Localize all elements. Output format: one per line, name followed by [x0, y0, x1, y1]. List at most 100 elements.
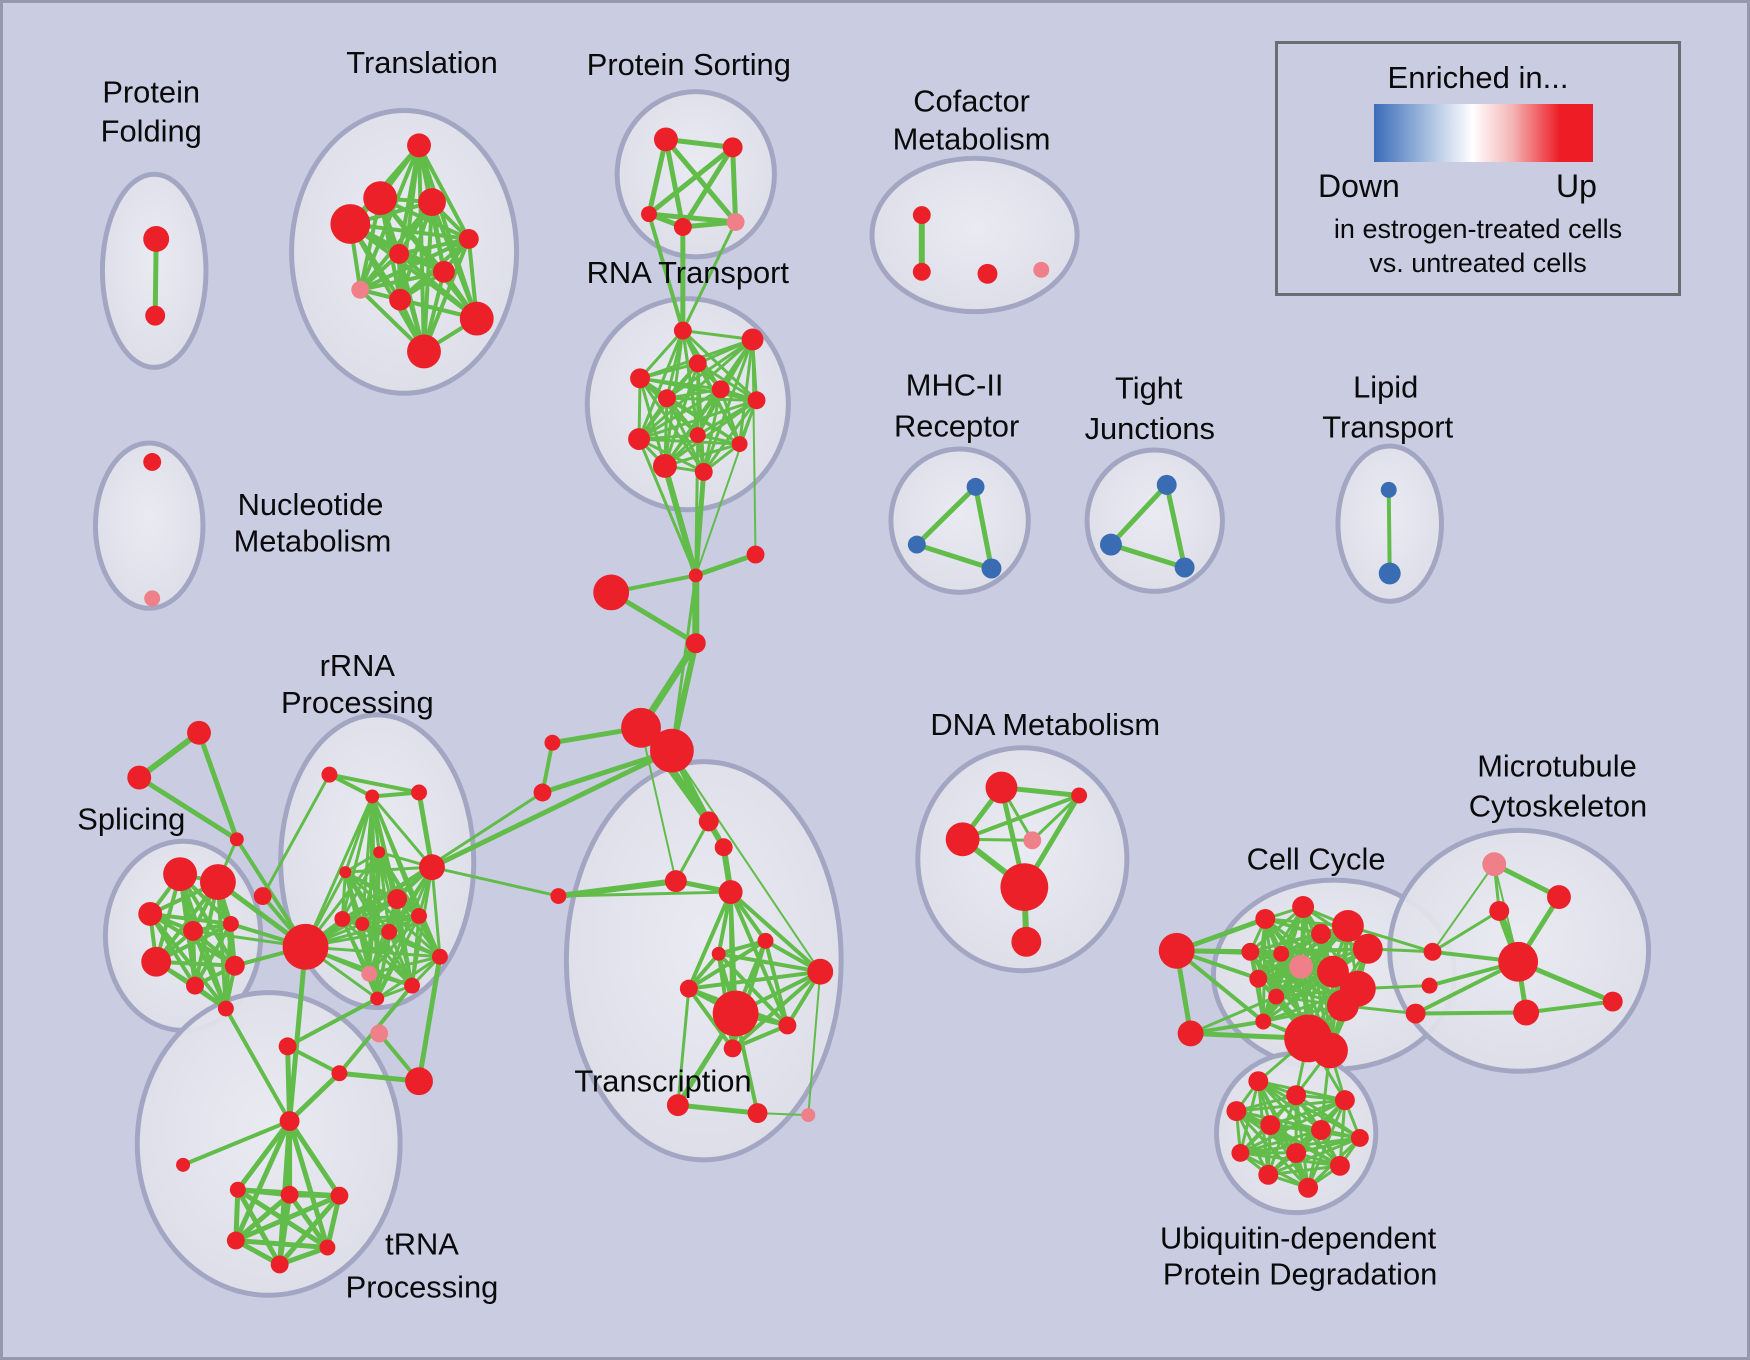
- node-c2[interactable]: [912, 262, 931, 281]
- node-u2[interactable]: [331, 1065, 348, 1082]
- node-ub4[interactable]: [1226, 1101, 1247, 1122]
- node-s5[interactable]: [726, 213, 745, 231]
- node-r9[interactable]: [689, 427, 706, 444]
- node-r5[interactable]: [711, 380, 730, 399]
- node-x11[interactable]: [723, 1039, 742, 1058]
- node-g10[interactable]: [381, 923, 398, 940]
- node-q2[interactable]: [127, 765, 152, 790]
- node-p1[interactable]: [163, 857, 198, 892]
- node-n2[interactable]: [144, 590, 161, 607]
- node-e7[interactable]: [1352, 933, 1383, 964]
- node-d3[interactable]: [945, 822, 980, 857]
- node-t8[interactable]: [351, 280, 370, 299]
- node-t2[interactable]: [363, 181, 398, 216]
- node-p3[interactable]: [138, 902, 163, 926]
- node-m1[interactable]: [966, 477, 985, 496]
- node-x4[interactable]: [718, 880, 743, 905]
- node-q1[interactable]: [187, 720, 211, 745]
- node-t3[interactable]: [418, 188, 446, 217]
- node-e13[interactable]: [1268, 988, 1285, 1005]
- node-ub8[interactable]: [1231, 1143, 1250, 1162]
- node-h1[interactable]: [229, 1181, 246, 1198]
- node-r4[interactable]: [630, 368, 650, 389]
- node-g6[interactable]: [419, 854, 445, 881]
- node-u3[interactable]: [370, 1024, 389, 1043]
- node-e17[interactable]: [1312, 1032, 1348, 1069]
- node-t11[interactable]: [407, 334, 441, 369]
- node-x12[interactable]: [666, 1094, 689, 1117]
- node-ub9[interactable]: [1286, 1142, 1307, 1163]
- node-j1[interactable]: [1156, 474, 1177, 495]
- node-p2[interactable]: [199, 864, 236, 901]
- node-x2[interactable]: [714, 838, 733, 857]
- node-r11[interactable]: [652, 454, 677, 478]
- node-r8[interactable]: [628, 428, 650, 451]
- node-p6[interactable]: [141, 946, 172, 977]
- node-g9[interactable]: [355, 916, 370, 931]
- node-j3[interactable]: [1174, 557, 1195, 578]
- node-g5[interactable]: [339, 866, 352, 879]
- node-x9[interactable]: [679, 979, 698, 998]
- node-r10[interactable]: [731, 436, 748, 453]
- node-ch3[interactable]: [593, 574, 630, 611]
- node-ch4[interactable]: [685, 633, 706, 654]
- node-c3[interactable]: [977, 263, 998, 284]
- node-e2[interactable]: [1177, 1020, 1204, 1047]
- node-g11[interactable]: [411, 907, 427, 924]
- node-l1[interactable]: [1380, 481, 1397, 498]
- node-p7[interactable]: [186, 976, 204, 995]
- node-c1[interactable]: [912, 206, 931, 225]
- node-g14[interactable]: [431, 948, 448, 965]
- node-c4[interactable]: [1033, 261, 1050, 278]
- node-g3[interactable]: [411, 784, 427, 801]
- node-e18[interactable]: [1423, 942, 1442, 961]
- node-e9[interactable]: [1273, 945, 1290, 962]
- node-s2[interactable]: [722, 137, 743, 158]
- node-ub7[interactable]: [1350, 1129, 1369, 1147]
- node-e6[interactable]: [1331, 909, 1364, 942]
- node-t1[interactable]: [407, 133, 431, 158]
- node-pf1[interactable]: [143, 226, 170, 252]
- node-p8[interactable]: [224, 955, 245, 976]
- node-d6[interactable]: [1011, 926, 1042, 957]
- node-x14[interactable]: [801, 1108, 816, 1123]
- node-mthub[interactable]: [1498, 941, 1539, 982]
- node-e12[interactable]: [1249, 969, 1268, 988]
- node-ghub[interactable]: [282, 923, 329, 970]
- node-g4[interactable]: [373, 846, 386, 859]
- node-tn1[interactable]: [279, 1111, 300, 1132]
- node-u4[interactable]: [405, 1067, 433, 1096]
- node-mtp[interactable]: [1482, 852, 1507, 877]
- node-n1[interactable]: [143, 453, 162, 471]
- node-s3[interactable]: [641, 206, 657, 223]
- node-h3[interactable]: [330, 1186, 349, 1205]
- node-e19[interactable]: [1421, 977, 1438, 994]
- node-x6[interactable]: [711, 946, 726, 961]
- node-tn2[interactable]: [176, 1157, 191, 1172]
- node-t4[interactable]: [330, 204, 371, 244]
- node-t10[interactable]: [459, 301, 494, 336]
- node-r3[interactable]: [688, 354, 707, 373]
- node-ub5[interactable]: [1260, 1115, 1281, 1135]
- node-p5[interactable]: [222, 915, 239, 932]
- node-d1[interactable]: [985, 771, 1018, 804]
- node-t6[interactable]: [458, 228, 479, 249]
- node-mtb[interactable]: [1513, 999, 1540, 1026]
- node-k1[interactable]: [544, 734, 561, 751]
- node-h6[interactable]: [270, 1255, 289, 1274]
- node-g2[interactable]: [365, 789, 380, 804]
- node-x10[interactable]: [778, 1016, 797, 1035]
- node-ub3[interactable]: [1334, 1090, 1355, 1111]
- node-ub6[interactable]: [1311, 1120, 1331, 1140]
- node-u1[interactable]: [278, 1037, 297, 1056]
- node-g8[interactable]: [334, 910, 351, 927]
- node-g12[interactable]: [361, 965, 378, 982]
- node-d4[interactable]: [1023, 831, 1042, 850]
- node-x3[interactable]: [664, 870, 687, 893]
- node-e10[interactable]: [1289, 954, 1314, 979]
- node-g16[interactable]: [253, 887, 272, 906]
- node-x8[interactable]: [807, 958, 834, 985]
- node-h5[interactable]: [319, 1239, 336, 1256]
- node-e1[interactable]: [1158, 932, 1195, 969]
- node-x1[interactable]: [698, 811, 719, 832]
